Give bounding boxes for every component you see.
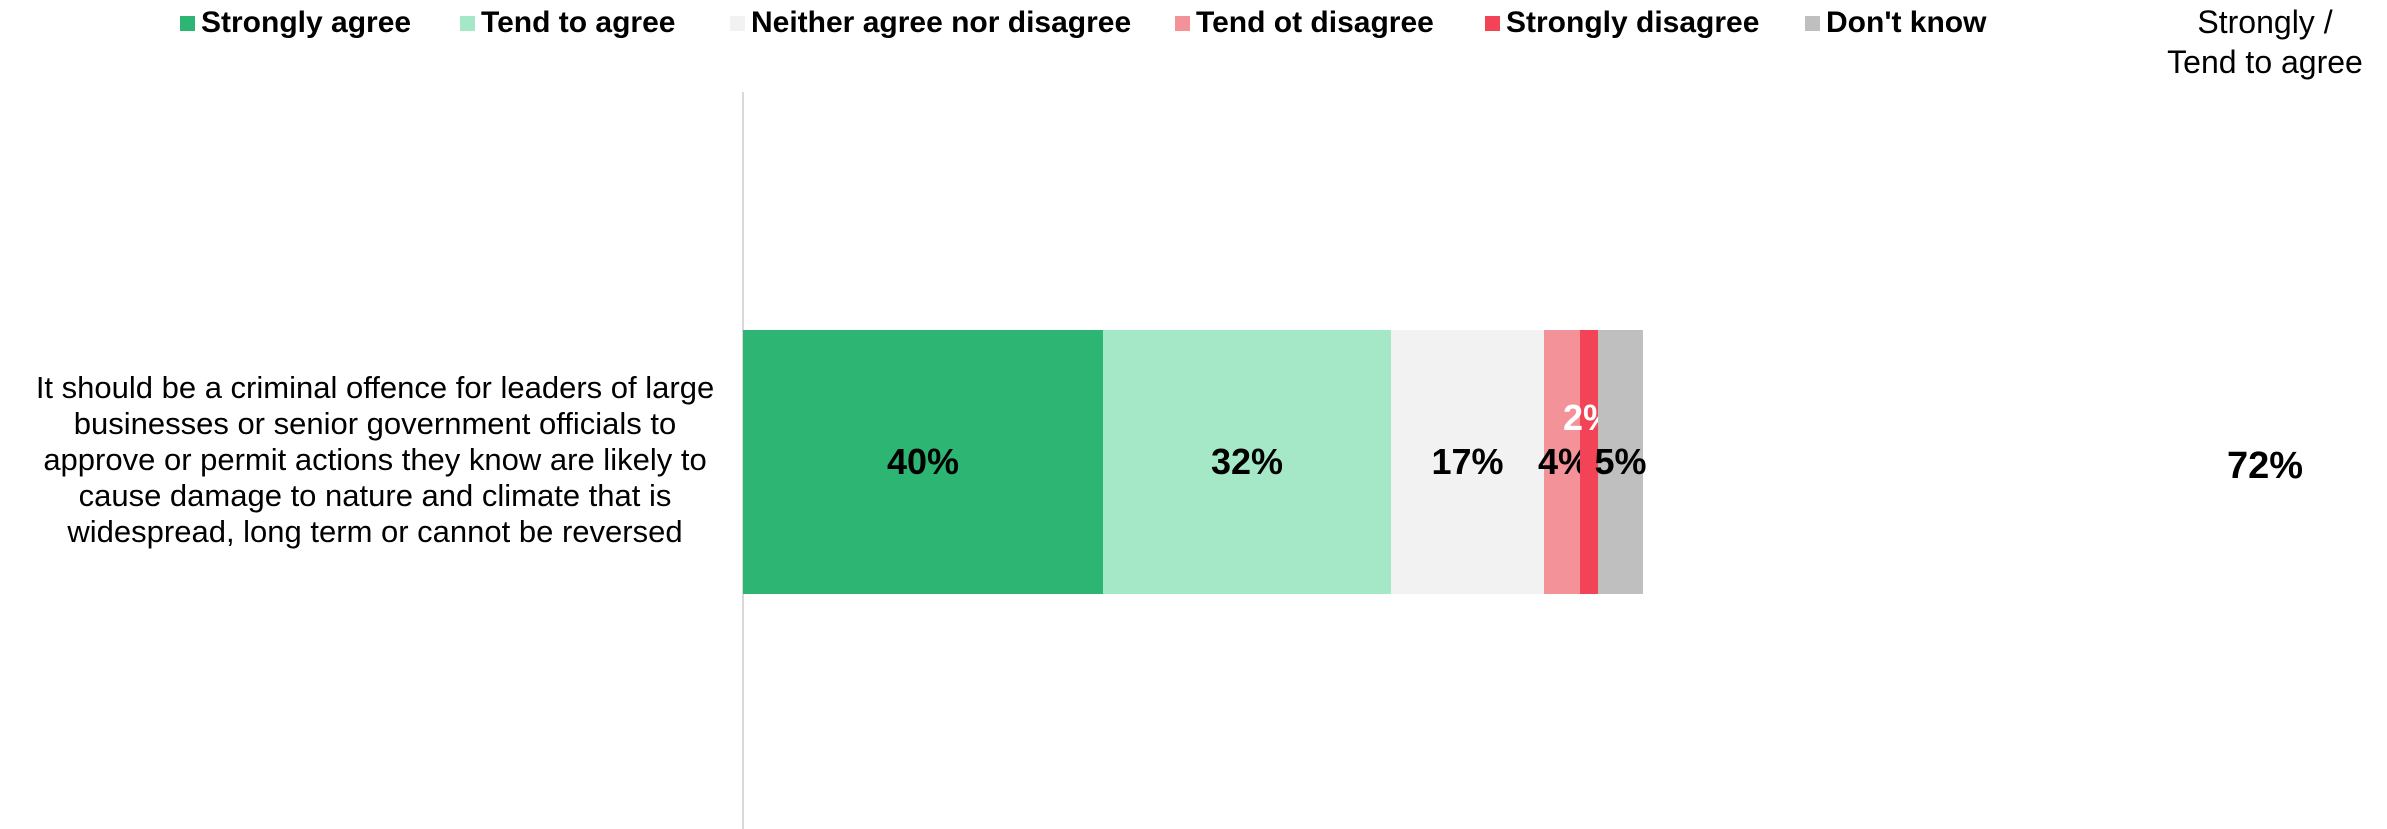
bar-data-label: 17% (1431, 441, 1503, 482)
legend-swatch (730, 15, 745, 31)
legend-label: Don't know (1826, 6, 1987, 39)
legend-item: Tend ot disagree (1175, 6, 1434, 40)
bar-data-label: 5% (1594, 441, 1646, 482)
legend-swatch (1175, 15, 1190, 31)
legend-item: Strongly disagree (1485, 6, 1759, 40)
legend-item: Don't know (1805, 6, 1986, 40)
bar-segment (1391, 330, 1544, 594)
legend-label: Strongly disagree (1506, 6, 1760, 39)
bar-data-label: 32% (1211, 441, 1283, 482)
bar-segment (743, 330, 1103, 594)
legend-item: Neither agree nor disagree (730, 6, 1131, 40)
legend-label: Strongly agree (201, 6, 412, 39)
legend-swatch (1805, 15, 1820, 31)
legend-label: Tend ot disagree (1196, 6, 1434, 39)
legend-label: Tend to agree (481, 6, 676, 39)
bar-segment (1103, 330, 1391, 594)
legend-swatch (180, 15, 195, 31)
chart-legend: Strongly agree Tend to agree Neither agree… (0, 6, 2100, 50)
legend-swatch (1485, 15, 1500, 31)
bar-segment (1544, 330, 1580, 594)
legend-swatch (460, 15, 475, 31)
bar-segment (1580, 330, 1598, 594)
legend-item: Tend to agree (460, 6, 675, 40)
category-label: It should be a criminal offence for lead… (35, 370, 715, 549)
summary-header-line1: Strongly / (2197, 4, 2333, 40)
bar-segment (1598, 330, 1643, 594)
summary-value: 72% (2226, 445, 2304, 487)
legend-label: Neither agree nor disagree (751, 6, 1132, 39)
summary-column-header: Strongly / Tend to agree (2150, 2, 2380, 82)
legend-item: Strongly agree (180, 6, 411, 40)
bar-data-label: 40% (887, 441, 959, 482)
summary-header-line2: Tend to agree (2167, 44, 2363, 80)
